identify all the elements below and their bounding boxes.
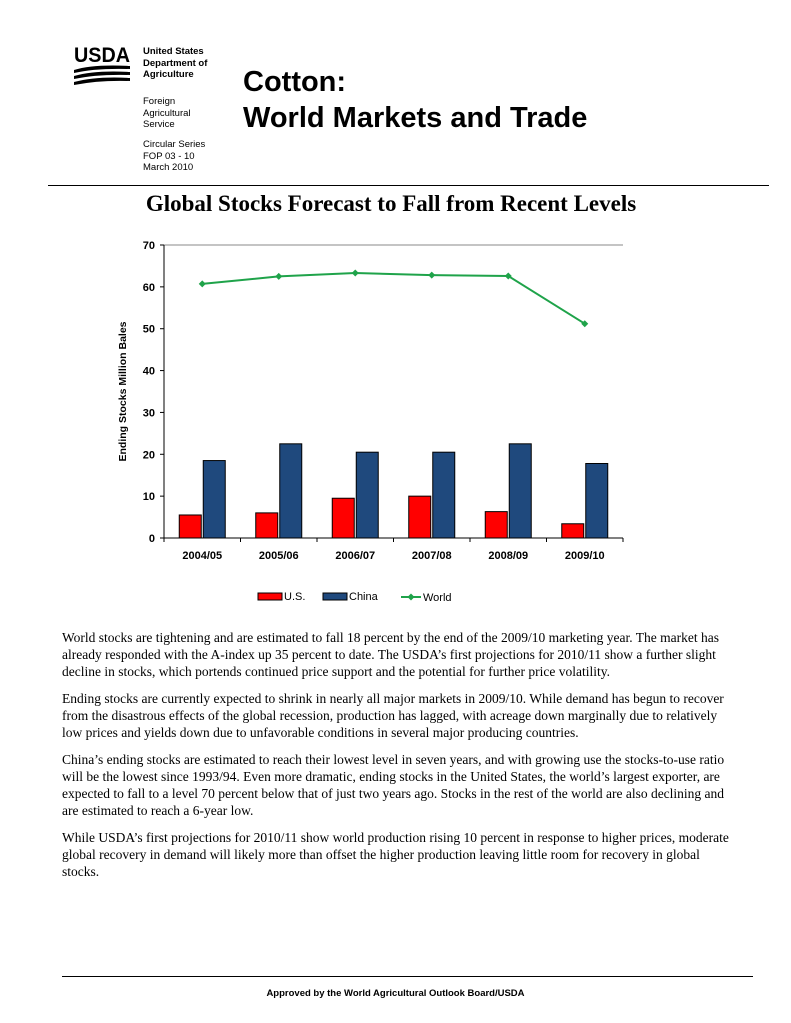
y-tick-label: 0 [149, 533, 155, 545]
body-paragraph: World stocks are tightening and are esti… [62, 630, 719, 679]
y-tick-label: 50 [143, 324, 155, 336]
x-tick-label: 2009/10 [565, 550, 605, 562]
legend-swatch-china [322, 592, 348, 601]
bar-china [508, 443, 532, 539]
bar-us [331, 497, 355, 539]
legend-label-us: U.S. [284, 591, 305, 603]
point-world [198, 280, 206, 288]
y-tick-label: 30 [143, 407, 155, 419]
bar-china [432, 451, 456, 539]
y-tick-label: 40 [143, 366, 155, 378]
y-tick-label: 60 [143, 282, 155, 294]
bar-us [561, 523, 585, 539]
service-name: Foreign Agricultural Service [143, 96, 191, 130]
x-tick-label: 2006/07 [335, 550, 375, 562]
y-tick-label: 10 [143, 491, 155, 503]
y-tick-label: 70 [143, 240, 155, 252]
bar-china [585, 462, 609, 539]
body-paragraph: While USDA’s first projections for 2010/… [62, 830, 729, 879]
bar-china [279, 443, 303, 539]
x-tick-label: 2004/05 [182, 550, 222, 562]
point-world [428, 271, 436, 279]
chart-headline: Global Stocks Forecast to Fall from Rece… [145, 191, 637, 216]
bar-us [178, 514, 202, 539]
agency-name: United States Department of Agriculture [143, 46, 208, 80]
bar-china [202, 460, 226, 539]
point-world [275, 272, 283, 280]
point-world [504, 272, 512, 280]
line-world [202, 272, 586, 325]
bar-china [355, 451, 379, 539]
report-title-line2: World Markets and Trade [243, 102, 588, 134]
report-title-line1: Cotton: [243, 66, 347, 98]
body-paragraph: China’s ending stocks are estimated to r… [62, 752, 725, 818]
x-tick-label: 2008/09 [488, 550, 528, 562]
usda-logo-text: USDA [74, 44, 130, 67]
legend-marker-world [407, 593, 415, 601]
legend-label-china: China [349, 591, 379, 603]
point-world [351, 269, 359, 277]
header-divider [48, 185, 769, 186]
usda-logo: USDA [74, 44, 130, 85]
body-paragraph: Ending stocks are currently expected to … [62, 691, 724, 740]
legend-label-world: World [423, 592, 452, 604]
x-tick-label: 2007/08 [412, 550, 452, 562]
footer-divider [62, 976, 753, 977]
bar-us [408, 495, 432, 539]
legend-swatch-us [257, 592, 283, 601]
report-title: Cotton: World Markets and Trade [243, 64, 587, 136]
bar-us [255, 512, 279, 539]
y-axis-label: Ending Stocks Million Bales [117, 321, 129, 461]
bar-us [484, 511, 508, 539]
stocks-chart: 0 10 20 30 40 50 60 70 Ending Stocks Million Bal… [117, 240, 624, 604]
y-tick-label: 20 [143, 449, 155, 461]
body-text: World stocks are tightening and are esti… [62, 629, 732, 890]
point-world [581, 320, 589, 328]
circular-info: Circular Series FOP 03 - 10 March 2010 [143, 139, 206, 173]
footer-text: Approved by the World Agricultural Outlo… [266, 988, 525, 999]
x-tick-label: 2005/06 [259, 550, 299, 562]
